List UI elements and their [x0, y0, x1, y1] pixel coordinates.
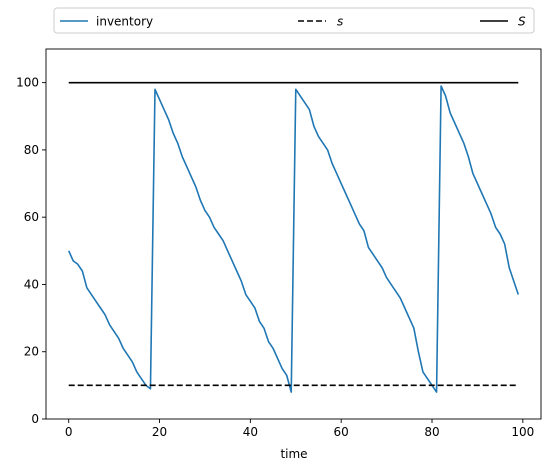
- y-tick-label-20: 20: [24, 345, 39, 359]
- axes: 0 20 40 60 80 100 0 20 40 60 80 100: [16, 48, 542, 439]
- x-tick-label-60: 60: [334, 425, 349, 439]
- y-tick-label-40: 40: [24, 277, 39, 291]
- plot-frame: [45, 48, 542, 420]
- series-line-inventory: [67, 85, 520, 393]
- y-tick-label-60: 60: [24, 210, 39, 224]
- x-tick-label-40: 40: [243, 425, 258, 439]
- x-tick-label-20: 20: [152, 425, 167, 439]
- legend: inventory s S: [53, 7, 535, 34]
- y-tick-label-100: 100: [16, 76, 39, 90]
- legend-label-inventory: inventory: [96, 15, 153, 29]
- legend-entry-S: S: [480, 15, 526, 29]
- x-tick-label-100: 100: [511, 425, 534, 439]
- plot-area: [67, 81, 520, 393]
- legend-label-S: S: [518, 15, 526, 29]
- x-axis-label: time: [280, 447, 307, 461]
- y-tick-label-0: 0: [31, 412, 39, 426]
- legend-label-s: s: [337, 15, 343, 29]
- legend-entry-s: s: [298, 15, 343, 29]
- x-tick-label-0: 0: [65, 425, 73, 439]
- x-tick-label-80: 80: [424, 425, 439, 439]
- legend-frame: [53, 7, 535, 34]
- legend-entry-inventory: inventory: [60, 15, 153, 29]
- y-tick-label-80: 80: [24, 143, 39, 157]
